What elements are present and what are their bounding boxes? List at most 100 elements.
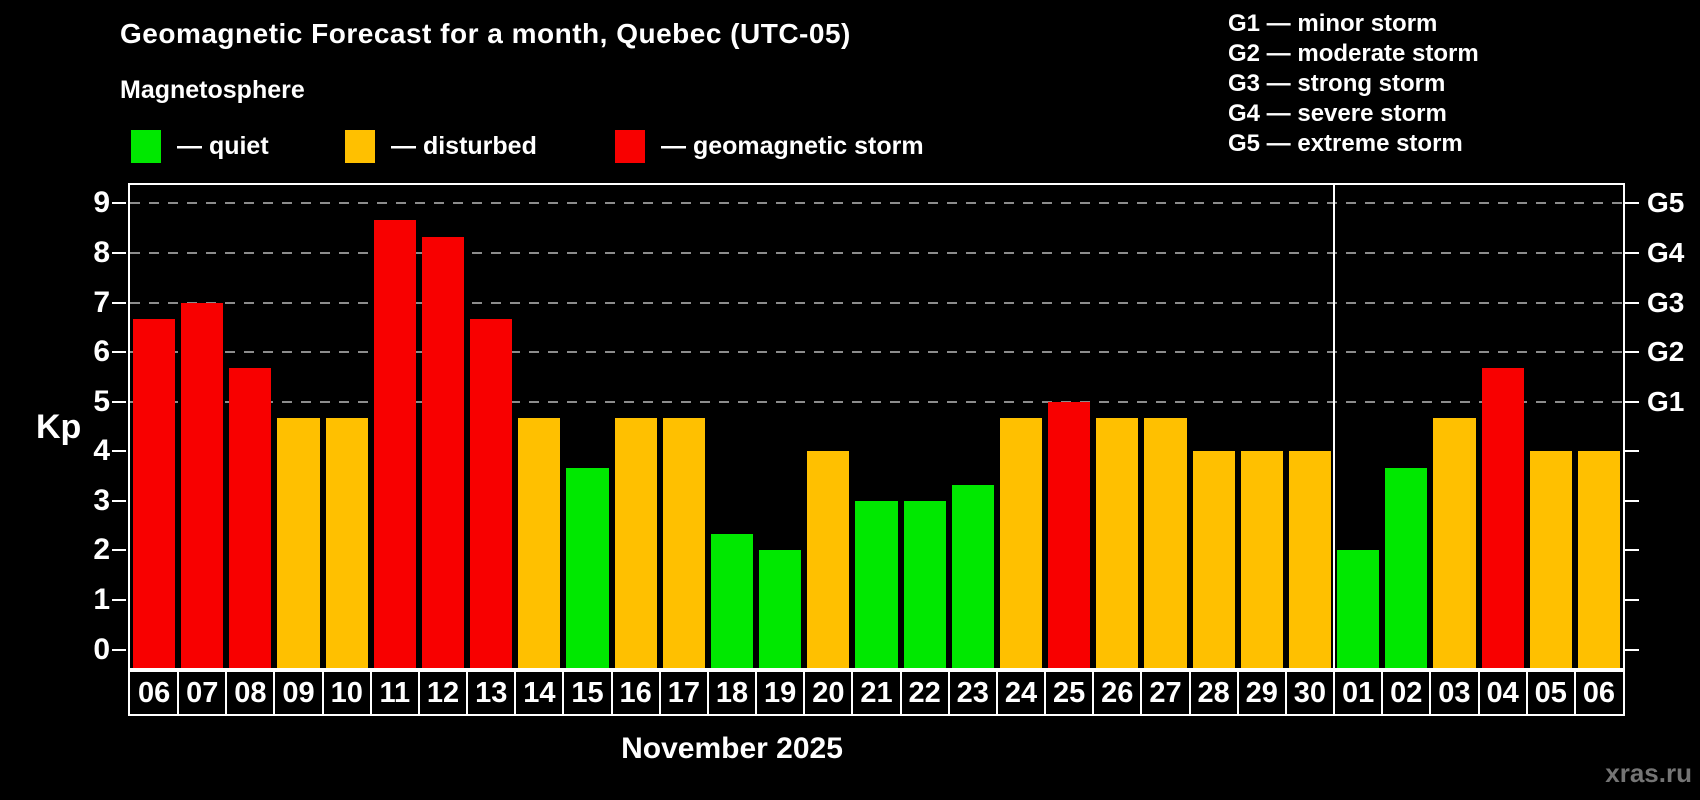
legend-item-storm: — geomagnetic storm [615, 130, 924, 163]
date-cell-separator [1236, 672, 1239, 714]
gridline-kp-5 [130, 400, 1623, 403]
legend-item-disturbed: — disturbed [345, 130, 537, 163]
right-axis-tick [1625, 202, 1639, 205]
gridline-kp-7 [130, 301, 1623, 304]
date-cell-separator [466, 672, 469, 714]
date-cell-label-3: 09 [282, 677, 315, 709]
storm-color-swatch [615, 130, 645, 163]
g-level-label-g4: G4 [1647, 236, 1685, 268]
date-cell-label-2: 08 [234, 677, 267, 709]
y-tick-label-1: 1 [93, 583, 110, 617]
y-tick-label-4: 4 [93, 434, 110, 468]
kp-bar-27 [1144, 418, 1187, 668]
g5-legend-line: G5 — extreme storm [1228, 130, 1463, 157]
left-axis-tick [112, 400, 126, 403]
left-axis-tick [112, 450, 126, 453]
gridline-kp-9 [130, 202, 1623, 205]
date-cell-separator [1188, 672, 1191, 714]
date-cell-label-21: 27 [1149, 677, 1182, 709]
date-cell-label-23: 29 [1245, 677, 1278, 709]
y-tick-label-3: 3 [93, 483, 110, 517]
date-cell-label-13: 19 [764, 677, 797, 709]
date-cell-label-6: 12 [426, 677, 460, 709]
kp-bar-01 [1337, 550, 1380, 668]
date-cell-label-16: 22 [908, 677, 941, 709]
kp-bar-08 [229, 368, 272, 668]
legend-label-quiet: — quiet [177, 132, 269, 160]
kp-bar-05 [1529, 451, 1572, 668]
kp-bar-09 [277, 418, 320, 668]
date-cell-label-30: 06 [1582, 677, 1616, 709]
kp-bar-06 [1577, 451, 1620, 668]
kp-bar-02 [1385, 467, 1428, 668]
date-cell-label-22: 28 [1197, 677, 1230, 709]
y-tick-label-7: 7 [93, 285, 110, 319]
kp-bar-19 [759, 550, 802, 668]
kp-bar-14 [518, 418, 561, 668]
date-cell-separator [562, 672, 565, 714]
date-cell-separator [1333, 672, 1336, 714]
date-cell-label-27: 03 [1438, 677, 1471, 709]
plot-area [128, 183, 1625, 670]
date-cell-label-18: 24 [1004, 677, 1038, 709]
left-axis-tick [112, 499, 126, 502]
page-title: Geomagnetic Forecast for a month, Quebec… [120, 18, 851, 49]
kp-bar-24 [999, 418, 1043, 668]
right-axis-tick [1625, 648, 1639, 651]
date-cell-separator [514, 672, 517, 714]
date-cell-label-12: 18 [715, 677, 749, 709]
y-tick-label-8: 8 [93, 235, 110, 269]
kp-bar-17 [662, 418, 705, 668]
kp-bar-04 [1481, 368, 1524, 668]
kp-bar-26 [1096, 418, 1139, 668]
left-axis-tick [112, 549, 126, 552]
date-cell-separator [899, 672, 902, 714]
kp-bar-16 [614, 418, 657, 668]
date-cell-label-10: 16 [619, 677, 652, 709]
kp-bar-12 [421, 236, 465, 668]
date-cell-label-20: 26 [1101, 677, 1134, 709]
date-cell-label-1: 07 [186, 677, 219, 709]
g-level-label-g3: G3 [1647, 286, 1685, 318]
right-axis-tick [1625, 549, 1639, 552]
g1-legend-line: G1 — minor storm [1228, 10, 1438, 37]
left-axis-tick [112, 599, 126, 602]
date-cell-label-8: 14 [523, 677, 556, 709]
date-cell-separator [369, 672, 372, 714]
date-cell-label-19: 25 [1053, 677, 1086, 709]
disturbed-color-swatch [345, 130, 375, 163]
g-scale-legend: G1 — minor storm G2 — moderate storm G3 … [1228, 12, 1479, 156]
month-label: November 2025 [621, 732, 843, 765]
date-cell-separator [1381, 672, 1384, 714]
date-cell-separator [1140, 672, 1143, 714]
chart-subtitle: Magnetosphere [120, 76, 305, 104]
g-level-label-g2: G2 [1647, 336, 1685, 368]
y-tick-label-0: 0 [93, 632, 110, 666]
g-level-label-g5: G5 [1647, 187, 1685, 219]
legend-item-quiet: — quiet [131, 130, 269, 163]
date-cell-label-14: 20 [812, 677, 845, 709]
left-axis-tick [112, 648, 126, 651]
date-cell-separator [947, 672, 950, 714]
quiet-color-swatch [131, 130, 161, 163]
date-cell-label-17: 23 [956, 677, 989, 709]
date-cell-separator [610, 672, 613, 714]
date-cell-label-15: 21 [860, 677, 893, 709]
kp-bar-28 [1192, 451, 1235, 668]
right-axis-tick [1625, 251, 1639, 254]
y-tick-label-6: 6 [93, 335, 110, 369]
y-tick-label-5: 5 [93, 384, 110, 418]
left-axis-tick [112, 251, 126, 254]
date-cell-separator [1044, 672, 1047, 714]
kp-bar-20 [807, 451, 850, 668]
right-axis-tick [1625, 400, 1639, 403]
date-cell-separator [995, 672, 998, 714]
kp-bar-23 [951, 484, 994, 668]
date-cell-label-28: 04 [1486, 677, 1519, 709]
date-cell-label-26: 02 [1390, 677, 1423, 709]
y-axis-title: Kp [36, 408, 82, 446]
date-cell-label-24: 30 [1293, 677, 1327, 709]
kp-bar-21 [855, 500, 898, 668]
date-cell-separator [755, 672, 758, 714]
kp-bar-22 [903, 500, 946, 668]
